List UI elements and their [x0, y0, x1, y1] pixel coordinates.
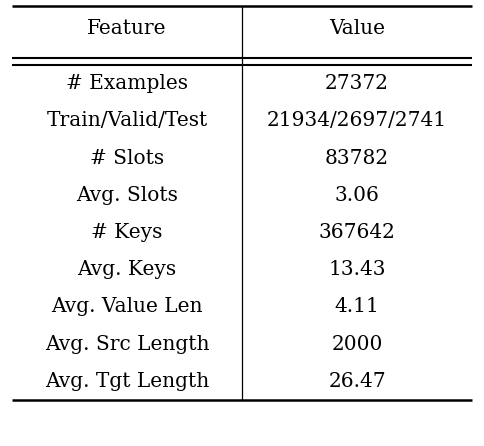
Text: 367642: 367642 — [318, 223, 395, 242]
Text: 2000: 2000 — [332, 334, 383, 354]
Text: Avg. Value Len: Avg. Value Len — [51, 297, 203, 317]
Text: 83782: 83782 — [325, 149, 389, 168]
Text: 21934/2697/2741: 21934/2697/2741 — [267, 112, 447, 130]
Text: 27372: 27372 — [325, 74, 389, 93]
Text: Train/Valid/Test: Train/Valid/Test — [46, 112, 208, 130]
Text: 13.43: 13.43 — [328, 260, 386, 279]
Text: # Examples: # Examples — [66, 74, 188, 93]
Text: 3.06: 3.06 — [334, 186, 379, 205]
Text: Avg. Keys: Avg. Keys — [77, 260, 177, 279]
Text: # Slots: # Slots — [90, 149, 164, 168]
Text: Avg. Src Length: Avg. Src Length — [45, 334, 209, 354]
Text: Feature: Feature — [87, 20, 167, 38]
Text: Avg. Tgt Length: Avg. Tgt Length — [45, 372, 209, 391]
Text: # Keys: # Keys — [91, 223, 163, 242]
Text: 4.11: 4.11 — [334, 297, 379, 317]
Text: 26.47: 26.47 — [328, 372, 386, 391]
Text: Avg. Slots: Avg. Slots — [76, 186, 178, 205]
Text: Value: Value — [329, 20, 385, 38]
